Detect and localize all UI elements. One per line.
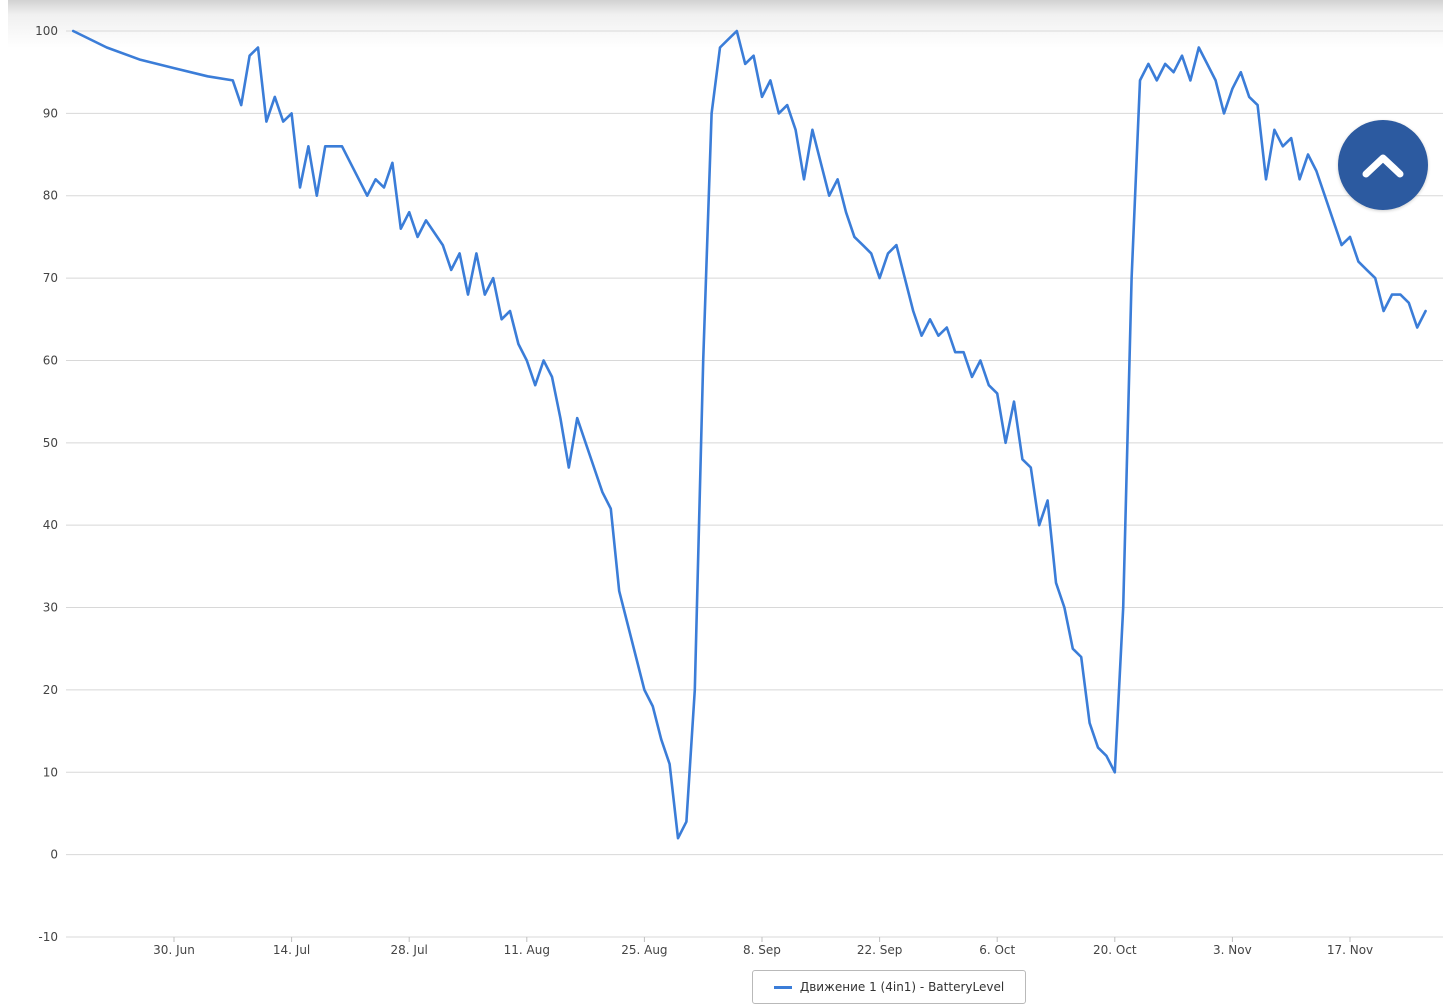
x-tick-label: 11. Aug [504,943,550,957]
y-tick-label: 90 [43,106,58,120]
y-tick-label: 10 [43,765,58,779]
x-tick-label: 22. Sep [857,943,903,957]
x-tick-label: 20. Oct [1093,943,1137,957]
chevron-up-icon [1362,154,1404,178]
x-tick-label: 17. Nov [1327,943,1373,957]
y-tick-label: 70 [43,271,58,285]
y-tick-label: 40 [43,518,58,532]
y-tick-label: 80 [43,189,58,203]
top-shade [8,0,1443,48]
x-tick-label: 25. Aug [621,943,667,957]
x-tick-label: 28. Jul [391,943,428,957]
y-tick-label: 100 [35,24,58,38]
y-tick-label: -10 [38,930,58,944]
y-tick-label: 50 [43,436,58,450]
y-tick-label: 0 [50,848,58,862]
x-tick-label: 14. Jul [273,943,310,957]
x-tick-label: 30. Jun [153,943,195,957]
legend-swatch [773,985,792,989]
legend-label: Движение 1 (4in1) - BatteryLevel [799,980,1005,994]
scroll-to-top-button[interactable] [1338,120,1428,210]
x-tick-label: 8. Sep [743,943,781,957]
y-tick-label: 60 [43,353,58,367]
y-tick-label: 20 [43,683,58,697]
y-tick-label: 30 [43,601,58,615]
legend[interactable]: Движение 1 (4in1) - BatteryLevel [752,970,1026,1004]
x-tick-label: 3. Nov [1213,943,1252,957]
x-tick-label: 6. Oct [979,943,1015,957]
series-line-battery-level [71,29,1427,840]
